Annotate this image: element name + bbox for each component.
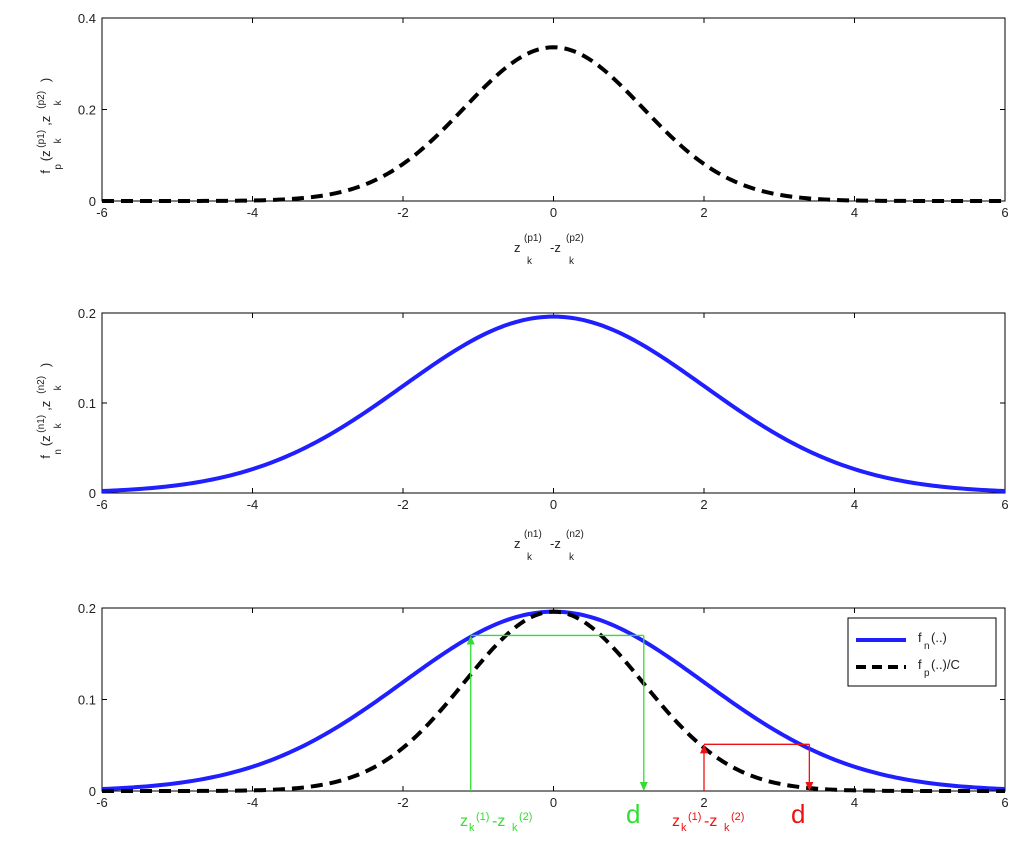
x-tick-label: 6: [1001, 205, 1008, 220]
x-tick-label: 0: [550, 205, 557, 220]
x-tick-label: -4: [247, 497, 259, 512]
y-tick-label: 0.2: [78, 601, 96, 616]
red-d-label: d: [791, 799, 805, 829]
tick-group: -6 -4 -2 0 2 4 6 0 0.1 0.2: [78, 601, 1009, 810]
panel-1: -6 -4 -2 0 2 4 6 0 0.2 0.4 z (p1) k -z (p2) k f p…: [32, 11, 1009, 267]
x-tick-label: -2: [397, 795, 409, 810]
red-down-arrowhead: [805, 782, 814, 791]
y-tick-label: 0.4: [78, 11, 96, 26]
y-tick-label: 0.2: [78, 103, 96, 118]
red-up-arrowhead: [700, 744, 708, 754]
y-tick-label: 0.1: [78, 396, 96, 411]
y-tick-label: 0.1: [78, 693, 96, 708]
axes-box: [101, 312, 1006, 494]
x-tick-label: 4: [851, 795, 858, 810]
x-tick-label: -4: [247, 205, 259, 220]
y-axis-label: f n (z (n1) k ,z (n2) k ): [32, 363, 64, 459]
y-axis-label: f p (z (p1) k ,z (p2) k ): [32, 78, 64, 174]
legend: f n (..) f p (..)/C: [847, 617, 997, 687]
y-tick-label: 0: [89, 486, 96, 501]
curve-group: [101, 609, 1006, 793]
panel-3: -6 -4 -2 0 2 4 6 0 0.1 0.2 z k (1) -z k (2) d z k…: [78, 601, 1009, 835]
x-axis-label: z (p1) k -z (p2) k: [514, 229, 587, 267]
curve-group: [101, 314, 1006, 494]
x-tick-label: -2: [397, 497, 409, 512]
y-tick-label: 0: [89, 784, 96, 799]
svg-text:f n (z: f n (z (n1) k ,z (n2) k ): [32, 363, 64, 459]
x-tick-label: -6: [96, 205, 108, 220]
series-line-1: [102, 609, 1005, 793]
curve-group: [102, 45, 1005, 203]
legend-box: [847, 617, 997, 687]
x-tick-label: 0: [550, 795, 557, 810]
x-tick-label: 6: [1001, 795, 1008, 810]
y-tick-label: 0.2: [78, 306, 96, 321]
legend-label-fp: f p (..)/C: [918, 657, 960, 679]
red-diff-label: z k (1) -z k (2): [672, 807, 744, 835]
svg-text:f p (z: f p (z (p1) k ,z (p2) k ): [32, 78, 64, 174]
x-tick-label: 6: [1001, 497, 1008, 512]
x-tick-label: 2: [700, 497, 707, 512]
x-tick-label: 0: [550, 497, 557, 512]
series-line-0: [101, 314, 1006, 494]
x-tick-label: -2: [397, 205, 409, 220]
series-line-0: [102, 45, 1005, 203]
tick-group: -6 -4 -2 0 2 4 6 0 0.1 0.2: [78, 306, 1009, 512]
x-tick-label: -6: [96, 497, 108, 512]
x-tick-label: -4: [247, 795, 259, 810]
green-up-arrowhead: [466, 635, 475, 645]
panel-2: -6 -4 -2 0 2 4 6 0 0.1 0.2 z (n1) k -z (n2) k f n…: [32, 306, 1009, 563]
x-tick-label: 4: [851, 497, 858, 512]
x-axis-label: z (n1) k -z (n2) k: [514, 525, 587, 563]
y-tick-label: 0: [89, 194, 96, 209]
green-d-label: d: [626, 799, 640, 829]
x-tick-label: 2: [700, 205, 707, 220]
annotation-group: [466, 634, 814, 791]
x-tick-label: 2: [700, 795, 707, 810]
x-tick-label: 4: [851, 205, 858, 220]
green-diff-label: z k (1) -z k (2): [460, 807, 532, 835]
x-tick-label: -6: [96, 795, 108, 810]
legend-label-fn: f n (..): [918, 630, 947, 652]
green-down-arrowhead: [639, 782, 648, 791]
tick-group: -6 -4 -2 0 2 4 6 0 0.2 0.4: [78, 11, 1009, 220]
